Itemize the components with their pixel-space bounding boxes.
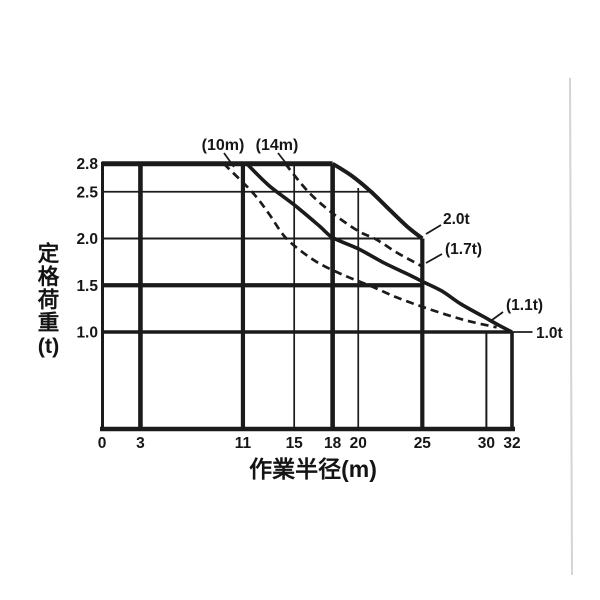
- x-tick-label-30: 30: [478, 435, 495, 452]
- x-tick-label-20: 20: [350, 435, 367, 452]
- scan-artifact-line: [569, 77, 573, 576]
- x-tick-label-32: 32: [503, 435, 520, 452]
- y-tick-label-2.0: 2.0: [76, 231, 98, 248]
- curve-label-(10m): (10m): [202, 137, 245, 154]
- curve-envelope-descent: [331, 162, 424, 241]
- curve-label-1.0t: 1.0t: [536, 325, 563, 342]
- leader-line-(1.1t): [491, 311, 504, 321]
- y-tick-label-2.8: 2.8: [76, 156, 98, 173]
- x-axis-title: 作業半径(m): [249, 456, 377, 482]
- curve-label-(1.7t): (1.7t): [445, 241, 482, 258]
- curve-solid-curve-1-0t: [245, 162, 513, 334]
- curve-label-2.0t: 2.0t: [443, 211, 470, 228]
- curve-label-(14m): (14m): [256, 137, 299, 154]
- x-tick-label-0: 0: [98, 435, 107, 452]
- x-tick-label-25: 25: [414, 435, 432, 452]
- y-tick-label-1.5: 1.5: [76, 278, 98, 295]
- x-tick-label-11: 11: [235, 435, 252, 452]
- y-tick-label-1.0: 1.0: [76, 325, 98, 342]
- leader-line-2.0t: [425, 224, 442, 235]
- x-tick-label-15: 15: [286, 435, 304, 452]
- y-tick-label-2.5: 2.5: [76, 184, 98, 201]
- x-tick-label-18: 18: [324, 435, 342, 452]
- curve-dashed-curve-14m: [284, 162, 423, 268]
- leader-line-(10m): [223, 152, 235, 168]
- curve-label-(1.1t): (1.1t): [506, 297, 543, 314]
- curve-dashed-curve-10m: [222, 162, 497, 329]
- y-axis-title: 定格荷重(t): [37, 242, 60, 358]
- leader-line-(14m): [277, 152, 290, 168]
- x-tick-label-3: 3: [136, 435, 145, 452]
- leader-line-(1.7t): [425, 253, 443, 264]
